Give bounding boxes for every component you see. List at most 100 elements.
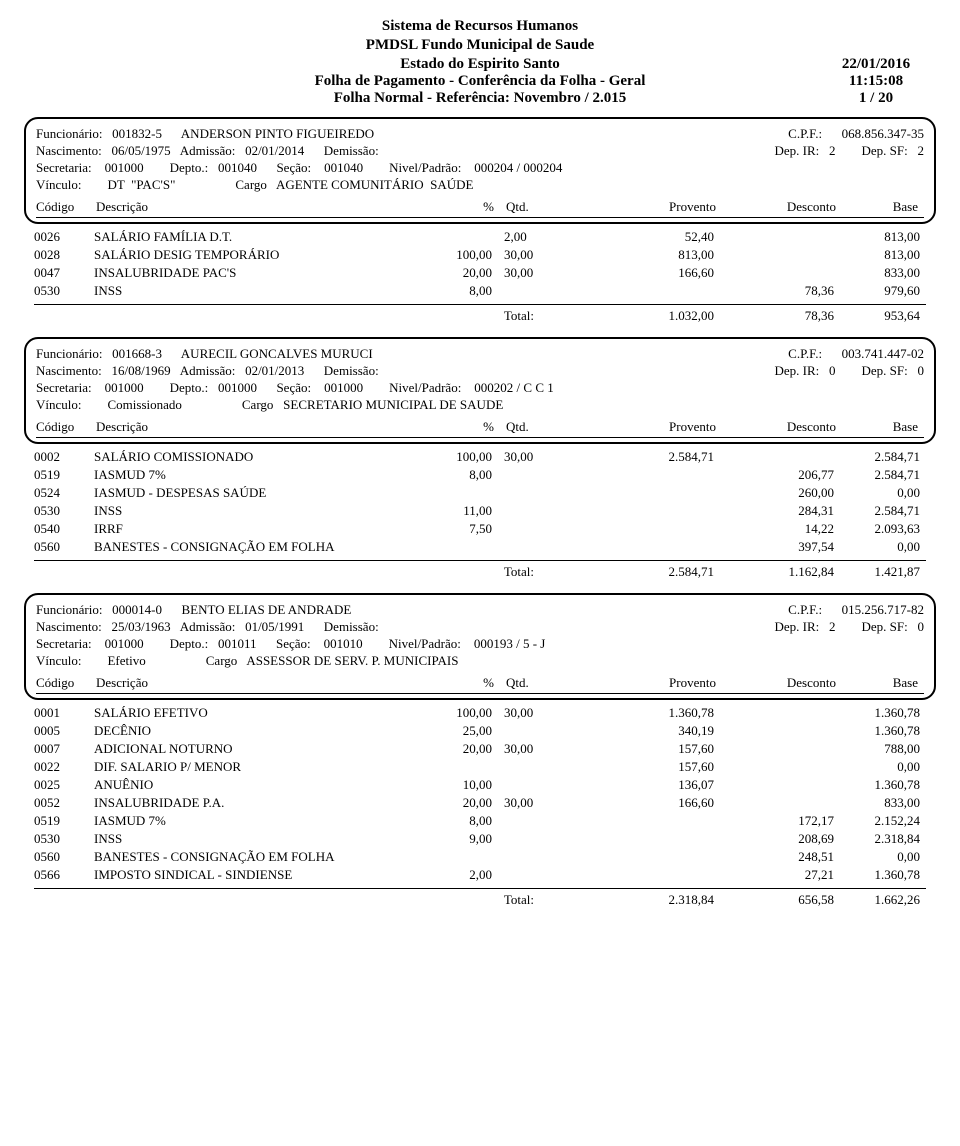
line-pct xyxy=(424,485,504,501)
employee-vinculo: Vínculo: Efetivo xyxy=(36,653,146,669)
pay-line: 0047INSALUBRIDADE PAC'S20,0030,00166,608… xyxy=(34,264,926,282)
line-code: 0026 xyxy=(34,229,94,245)
line-pct xyxy=(424,759,504,775)
line-provento xyxy=(574,867,714,883)
employee-cargo: Cargo SECRETARIO MUNICIPAL DE SAUDE xyxy=(182,397,924,413)
line-pct: 20,00 xyxy=(424,795,504,811)
line-base: 0,00 xyxy=(834,849,926,865)
col-pct: % xyxy=(426,199,506,215)
employee-vinculo: Vínculo: DT "PAC'S" xyxy=(36,177,175,193)
line-provento xyxy=(574,813,714,829)
pay-line: 0519IASMUD 7%8,00172,172.152,24 xyxy=(34,812,926,830)
employee-cpf: C.P.F.: 003.741.447-02 xyxy=(788,346,924,362)
line-qtd xyxy=(504,867,574,883)
total-net: 1.421,87 xyxy=(834,564,926,580)
line-qtd: 30,00 xyxy=(504,705,574,721)
total-provento: 2.584,71 xyxy=(574,564,714,580)
pay-line: 0530INSS9,00208,692.318,84 xyxy=(34,830,926,848)
line-provento: 813,00 xyxy=(574,247,714,263)
line-provento: 340,19 xyxy=(574,723,714,739)
total-provento: 1.032,00 xyxy=(574,308,714,324)
col-provento: Provento xyxy=(576,675,716,691)
line-pct: 7,50 xyxy=(424,521,504,537)
employee-id-name: Funcionário: 000014-0 BENTO ELIAS DE AND… xyxy=(36,602,351,618)
col-provento: Provento xyxy=(576,419,716,435)
line-desconto xyxy=(714,723,834,739)
line-code: 0005 xyxy=(34,723,94,739)
line-pct: 100,00 xyxy=(424,247,504,263)
employee-id-name: Funcionário: 001668-3 AURECIL GONCALVES … xyxy=(36,346,373,362)
line-code: 0524 xyxy=(34,485,94,501)
pay-line: 0022DIF. SALARIO P/ MENOR157,600,00 xyxy=(34,758,926,776)
line-qtd xyxy=(504,813,574,829)
line-code: 0002 xyxy=(34,449,94,465)
line-desc: SALÁRIO COMISSIONADO xyxy=(94,449,424,465)
line-desc: SALÁRIO EFETIVO xyxy=(94,705,424,721)
line-desconto: 27,21 xyxy=(714,867,834,883)
line-qtd: 30,00 xyxy=(504,741,574,757)
line-desconto xyxy=(714,229,834,245)
line-desc: IMPOSTO SINDICAL - SINDIENSE xyxy=(94,867,424,883)
line-qtd: 2,00 xyxy=(504,229,574,245)
report-date: 22/01/2016 xyxy=(816,56,936,73)
line-desconto xyxy=(714,247,834,263)
line-pct: 10,00 xyxy=(424,777,504,793)
line-desconto xyxy=(714,705,834,721)
total-provento: 2.318,84 xyxy=(574,892,714,908)
line-qtd xyxy=(504,521,574,537)
line-desconto: 248,51 xyxy=(714,849,834,865)
report-time: 11:15:08 xyxy=(816,73,936,90)
line-pct: 100,00 xyxy=(424,705,504,721)
line-qtd: 30,00 xyxy=(504,265,574,281)
pay-line: 0530INSS8,0078,36979,60 xyxy=(34,282,926,300)
pay-line: 0524IASMUD - DESPESAS SAÚDE260,000,00 xyxy=(34,484,926,502)
employees-container: Funcionário: 001832-5 ANDERSON PINTO FIG… xyxy=(24,117,936,911)
col-desc: Descrição xyxy=(96,419,426,435)
employee-deps: Dep. IR: 2 Dep. SF: 0 xyxy=(775,619,925,635)
pay-line: 0560BANESTES - CONSIGNAÇÃO EM FOLHA248,5… xyxy=(34,848,926,866)
pay-line: 0026SALÁRIO FAMÍLIA D.T.2,0052,40813,00 xyxy=(34,228,926,246)
line-provento: 166,60 xyxy=(574,795,714,811)
line-base: 1.360,78 xyxy=(834,705,926,721)
line-desconto: 172,17 xyxy=(714,813,834,829)
line-desconto: 260,00 xyxy=(714,485,834,501)
employee-org: Secretaria: 001000 Depto.: 001011 Seção:… xyxy=(36,636,545,652)
line-desconto xyxy=(714,741,834,757)
report-header: Sistema de Recursos Humanos PMDSL Fundo … xyxy=(24,18,936,107)
col-provento: Provento xyxy=(576,199,716,215)
line-desc: ANUÊNIO xyxy=(94,777,424,793)
col-qtd: Qtd. xyxy=(506,675,576,691)
line-code: 0022 xyxy=(34,759,94,775)
line-desc: INSS xyxy=(94,503,424,519)
line-pct: 8,00 xyxy=(424,813,504,829)
pay-line: 0530INSS11,00284,312.584,71 xyxy=(34,502,926,520)
line-provento xyxy=(574,521,714,537)
col-pct: % xyxy=(426,419,506,435)
line-desc: BANESTES - CONSIGNAÇÃO EM FOLHA xyxy=(94,849,424,865)
line-base: 2.093,63 xyxy=(834,521,926,537)
line-base: 0,00 xyxy=(834,759,926,775)
line-desc: ADICIONAL NOTURNO xyxy=(94,741,424,757)
line-provento xyxy=(574,539,714,555)
line-pct: 11,00 xyxy=(424,503,504,519)
employee-dates: Nascimento: 25/03/1963 Admissão: 01/05/1… xyxy=(36,619,388,635)
employee-id-name: Funcionário: 001832-5 ANDERSON PINTO FIG… xyxy=(36,126,374,142)
total-label: Total: xyxy=(34,308,574,324)
line-desc: INSALUBRIDADE P.A. xyxy=(94,795,424,811)
line-provento: 157,60 xyxy=(574,759,714,775)
line-qtd xyxy=(504,503,574,519)
title-4: Folha de Pagamento - Conferência da Folh… xyxy=(144,73,816,90)
line-base: 2.318,84 xyxy=(834,831,926,847)
line-provento: 2.584,71 xyxy=(574,449,714,465)
column-header: CódigoDescrição%Qtd.ProventoDescontoBase xyxy=(36,671,924,694)
total-desconto: 1.162,84 xyxy=(714,564,834,580)
line-base: 788,00 xyxy=(834,741,926,757)
title-2: PMDSL Fundo Municipal de Saude xyxy=(24,37,936,54)
line-desc: SALÁRIO DESIG TEMPORÁRIO xyxy=(94,247,424,263)
employee-deps: Dep. IR: 0 Dep. SF: 0 xyxy=(775,363,925,379)
title-5: Folha Normal - Referência: Novembro / 2.… xyxy=(144,90,816,107)
line-desconto xyxy=(714,777,834,793)
col-desconto: Desconto xyxy=(716,675,836,691)
line-desconto: 284,31 xyxy=(714,503,834,519)
line-qtd: 30,00 xyxy=(504,449,574,465)
